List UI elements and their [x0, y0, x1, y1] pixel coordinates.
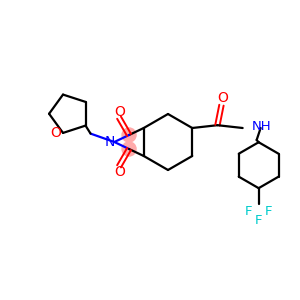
Text: F: F [265, 205, 272, 218]
Text: F: F [245, 205, 252, 218]
Circle shape [122, 128, 136, 142]
Text: O: O [217, 91, 228, 105]
Circle shape [122, 142, 136, 156]
Text: O: O [115, 105, 125, 119]
Text: NH: NH [252, 121, 271, 134]
Text: N: N [104, 135, 115, 149]
Text: F: F [255, 214, 262, 227]
Text: O: O [115, 165, 125, 179]
Text: O: O [51, 126, 62, 140]
